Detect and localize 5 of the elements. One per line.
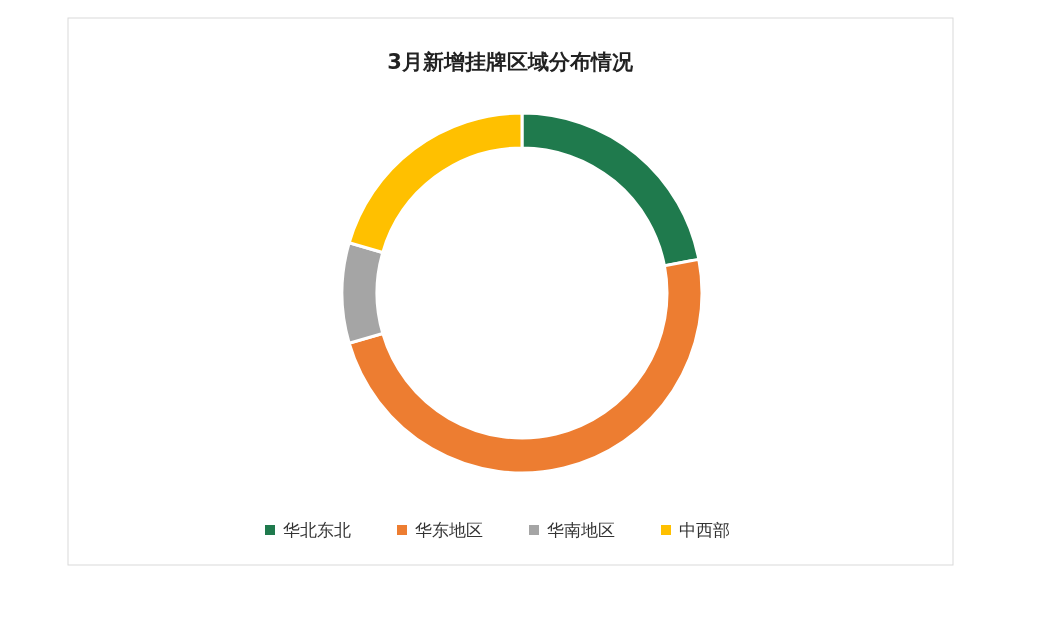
legend-label: 中西部 [679, 520, 730, 540]
chart-title: 3月新增挂牌区域分布情况 [387, 50, 634, 74]
legend-label: 华南地区 [547, 520, 615, 540]
legend-label: 华东地区 [415, 520, 483, 540]
legend-label: 华北东北 [283, 520, 351, 540]
